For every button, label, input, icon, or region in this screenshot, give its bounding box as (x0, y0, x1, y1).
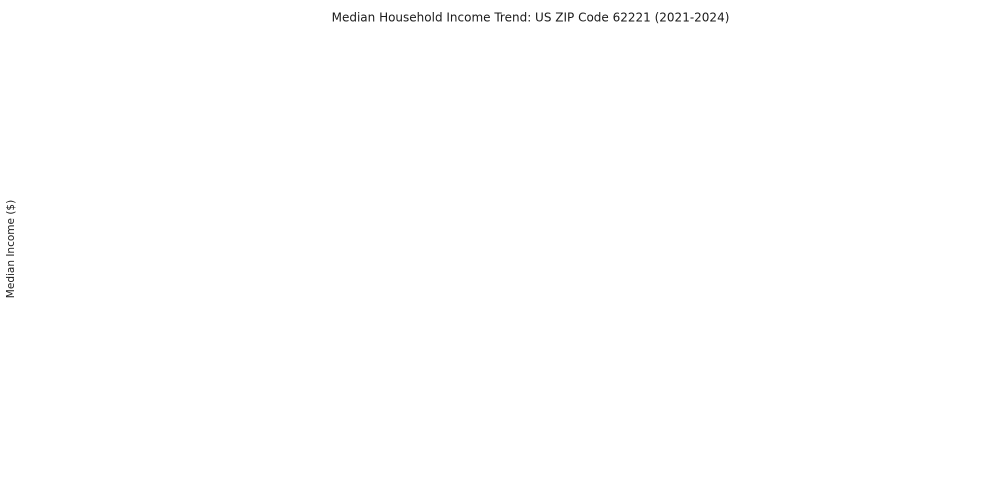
chart-title: Median Household Income Trend: US ZIP Co… (332, 11, 730, 25)
y-axis-label: Median Income ($) (5, 200, 17, 298)
